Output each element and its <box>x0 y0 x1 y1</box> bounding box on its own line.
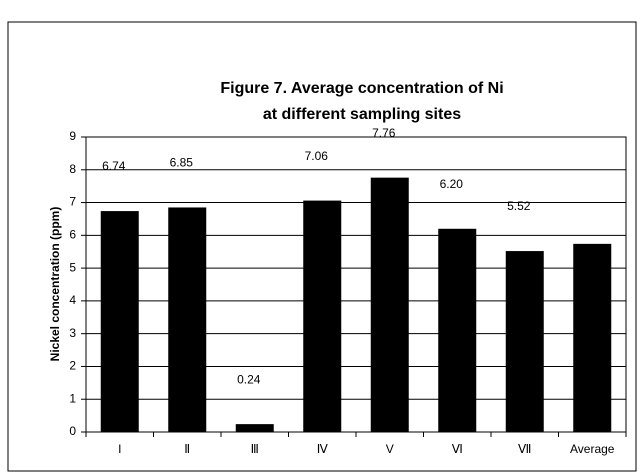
y-tick-label: 9 <box>69 129 76 143</box>
bar <box>235 424 274 432</box>
x-tick-label: Ⅲ <box>251 442 259 456</box>
x-tick-label: V <box>386 442 394 456</box>
data-label: 6.85 <box>170 156 194 170</box>
y-tick-label: 1 <box>69 391 76 405</box>
x-tick-label: I <box>118 442 121 456</box>
data-label: 6.20 <box>440 177 464 191</box>
y-tick-label: 5 <box>69 260 76 274</box>
bar <box>573 243 612 432</box>
data-label: 7.76 <box>372 126 396 140</box>
x-tick-label: Ⅵ <box>452 442 463 456</box>
x-tick-label: Average <box>570 442 615 456</box>
bar <box>438 228 477 432</box>
bar <box>505 251 544 432</box>
bar <box>370 177 409 432</box>
x-tick-label: Ⅳ <box>317 442 328 456</box>
y-tick-label: 8 <box>69 162 76 176</box>
y-tick-label: 3 <box>69 326 76 340</box>
y-tick-label: 6 <box>69 228 76 242</box>
y-tick-label: 0 <box>69 424 76 438</box>
chart-title: at different sampling sites <box>263 106 461 123</box>
y-tick-label: 7 <box>69 195 76 209</box>
x-tick-label: Ⅱ <box>184 442 190 456</box>
data-label: 7.06 <box>305 149 329 163</box>
x-tick-label: Ⅶ <box>518 442 531 456</box>
chart-title: Figure 7. Average concentration of Ni <box>220 80 503 97</box>
data-label: 6.74 <box>102 159 126 173</box>
y-tick-label: 4 <box>69 293 76 307</box>
bar <box>303 200 342 432</box>
y-axis-label: Nickel concentration (ppm) <box>48 207 62 362</box>
y-tick-label: 2 <box>69 359 76 373</box>
bar <box>100 211 139 432</box>
data-label: 0.24 <box>237 372 261 386</box>
bar <box>168 207 207 432</box>
data-label: 5.52 <box>507 199 531 213</box>
